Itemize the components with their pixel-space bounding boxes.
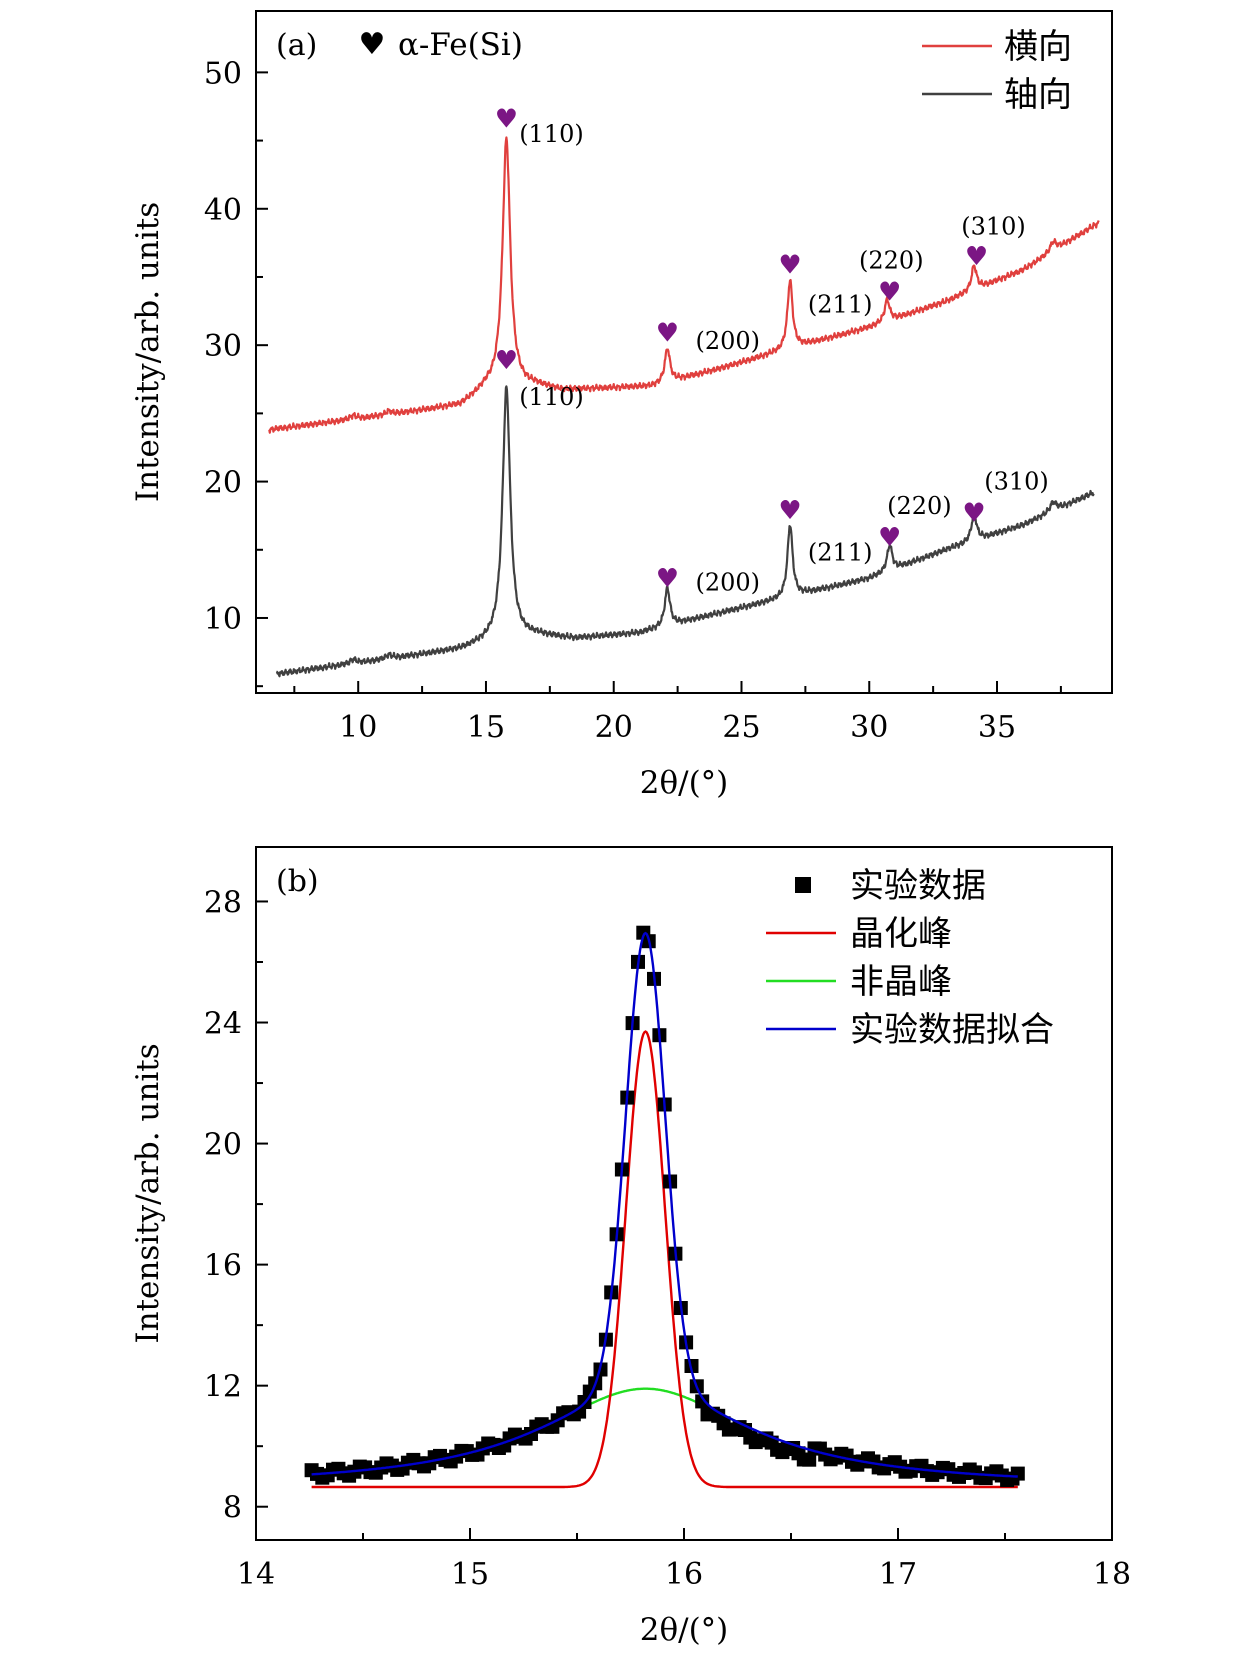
panel-b-y-tick-label: 12 [204,1370,242,1405]
panel-a-phase-marker: ♥ [962,499,985,529]
panel-b-data-point [1010,1466,1025,1481]
panel-a-y-tick-label: 20 [204,466,242,501]
panel-a-y-tick-label: 50 [204,56,242,91]
panel-a-plot-frame [255,10,1113,694]
panel-a-chart: 10 15 20 25 30 35 10 20 30 40 50 2θ/(°) Intensity/ar… [130,10,1113,801]
panel-b-y-axis-title: Intensity/arb. units [130,1043,166,1343]
panel-a-hkl-label: (310) [961,213,1026,241]
panel-a-hkl-label: (220) [887,492,952,520]
panel-a-hkl-label: (220) [859,247,924,275]
panel-b-legend-label: 实验数据 [850,866,986,906]
panel-a-y-axis-title: Intensity/arb. units [130,202,166,502]
panel-a-hkl-label: (200) [695,327,760,355]
panel-b-x-axis-title: 2θ/(°) [640,1612,729,1648]
panel-a-x-tick-label: 10 [339,710,377,745]
panel-a-phase-legend-marker: ♥ [359,27,386,62]
panel-a-phase-marker: ♥ [495,104,518,134]
panel-a-panel-label: (a) [276,28,317,63]
panel-a-phase-marker: ♥ [878,278,901,308]
panel-a-hkl-label: (110) [519,383,584,411]
panel-a-phase-marker: ♥ [878,523,901,553]
panel-a-phase-marker: ♥ [656,319,679,349]
panel-a-phase-marker: ♥ [495,346,518,376]
panel-b-y-tick-label: 24 [204,1007,242,1042]
panel-b-plot-frame [255,846,1113,1541]
panel-a-x-tick-label: 30 [850,710,888,745]
panel-a-hkl-label: (211) [808,539,873,567]
panel-a-phase-marker: ♥ [656,564,679,594]
panel-b-panel-label: (b) [276,864,319,899]
panel-a-y-tick-label: 30 [204,329,242,364]
panel-a-hkl-label: (110) [519,120,584,148]
panel-b-y-tick-label: 16 [204,1249,242,1284]
panel-a-hkl-label: (211) [808,290,873,318]
panel-a-x-tick-label: 15 [467,710,505,745]
panel-a-legend-label: 轴向 [1004,75,1072,115]
panel-a-hkl-label: (310) [984,468,1049,496]
panel-a-x-axis-title: 2θ/(°) [640,765,729,801]
panel-b-legend-label: 非晶峰 [850,962,952,1002]
panel-a-series-line-0 [268,136,1100,434]
panel-b-x-tick-label: 18 [1093,1557,1131,1592]
panel-a-phase-marker: ♥ [778,250,801,280]
panel-a-series-line-1 [275,385,1095,678]
panel-a-legend-label: 横向 [1004,27,1072,67]
panel-a-phase-marker: ♥ [778,496,801,526]
panel-b-chart: 14 15 16 17 18 8 12 16 20 24 28 2θ/(°) Intensity/arb… [130,846,1131,1648]
panel-b-legend-swatch [795,877,811,893]
panel-a-hkl-label: (200) [695,569,760,597]
panel-b-fit-curve [311,931,1018,1478]
panel-b-crystalline-curve [311,1030,1018,1489]
panel-b-legend-label: 实验数据拟合 [850,1010,1054,1050]
panel-b-x-tick-label: 16 [665,1557,703,1592]
panel-b-x-tick-label: 14 [237,1557,275,1592]
panel-a-x-tick-label: 25 [722,710,760,745]
panel-b-legend-label: 晶化峰 [850,914,952,954]
panel-b-y-tick-label: 20 [204,1128,242,1163]
panel-a-y-tick-label: 10 [204,602,242,637]
panel-a-y-tick-label: 40 [204,193,242,228]
panel-a-phase-legend-label: α-Fe(Si) [398,27,523,63]
panel-a-x-tick-label: 35 [978,710,1016,745]
panel-b-x-tick-label: 15 [451,1557,489,1592]
panel-b-y-tick-label: 8 [223,1491,242,1526]
panel-b-data-point [802,1452,817,1467]
panel-b-x-tick-label: 17 [879,1557,917,1592]
panel-b-data-point [695,1394,710,1409]
panel-a-x-tick-label: 20 [595,710,633,745]
panel-a-phase-marker: ♥ [965,242,988,272]
panel-b-y-tick-label: 28 [204,885,242,920]
